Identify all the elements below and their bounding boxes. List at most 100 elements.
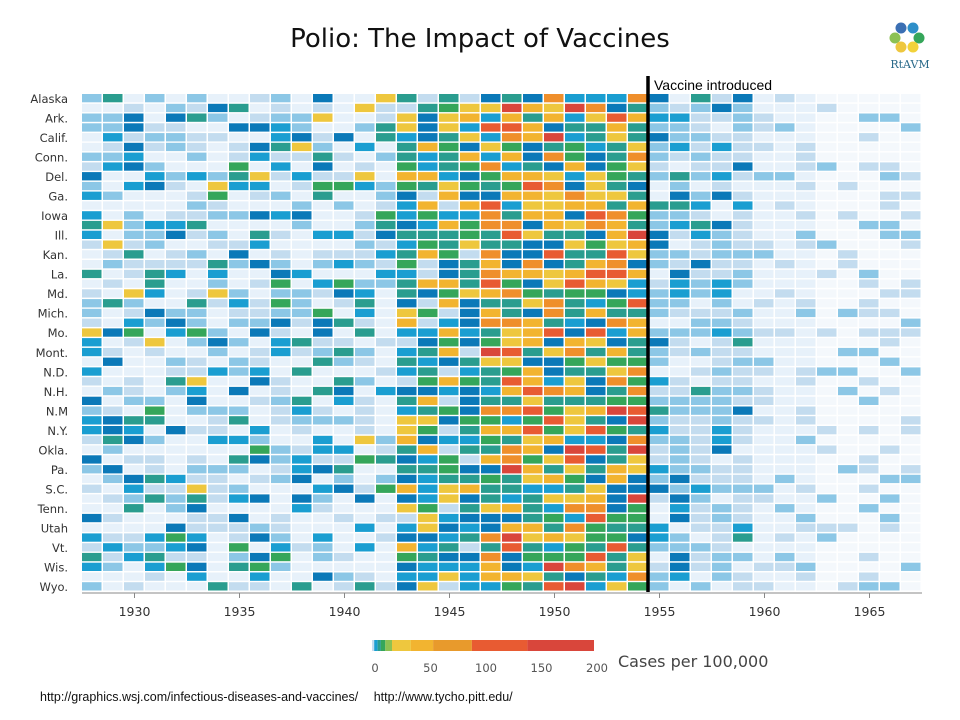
source-link-tycho[interactable]: http://www.tycho.pitt.edu/ — [373, 690, 513, 704]
heatmap-cell — [313, 191, 333, 200]
heatmap-cell — [292, 572, 312, 581]
heatmap-cell — [271, 543, 291, 552]
heatmap-cell — [775, 279, 795, 288]
heatmap-cell — [439, 357, 459, 366]
heatmap-cell — [208, 582, 228, 591]
heatmap-cell — [187, 367, 207, 376]
heatmap-cell — [817, 465, 837, 474]
heatmap-cell — [775, 230, 795, 239]
heatmap-cell — [859, 445, 879, 454]
heatmap-cell — [565, 299, 585, 308]
heatmap-cell — [376, 220, 396, 230]
heatmap-cell — [439, 367, 459, 376]
heatmap-cell — [796, 113, 816, 122]
heatmap-cell — [481, 250, 501, 259]
heatmap-cell — [628, 181, 648, 191]
heatmap-cell — [229, 211, 249, 220]
heatmap-cell — [334, 318, 354, 327]
heatmap-cell — [838, 474, 858, 484]
heatmap-cell — [796, 318, 816, 327]
heatmap-cell — [901, 474, 921, 484]
heatmap-cell — [439, 240, 459, 249]
chart-title: Polio: The Impact of Vaccines — [290, 24, 670, 54]
heatmap-cell — [859, 396, 879, 405]
heatmap-cell — [250, 582, 270, 591]
heatmap-cell — [145, 279, 165, 288]
heatmap-cell — [733, 191, 753, 200]
heatmap-cell — [397, 572, 417, 581]
rtavm-logo-icon — [889, 22, 925, 53]
heatmap-cell — [397, 562, 417, 571]
heatmap-cell — [208, 474, 228, 484]
heatmap-cell — [208, 455, 228, 464]
heatmap-cell — [313, 172, 333, 181]
x-tick-label: 1960 — [749, 604, 781, 619]
heatmap-cell — [544, 406, 564, 415]
heatmap-cell — [355, 260, 375, 269]
heatmap-cell — [565, 357, 585, 366]
heatmap-cell — [334, 582, 354, 591]
heatmap-cell — [880, 240, 900, 249]
heatmap-cell — [733, 484, 753, 493]
heatmap-cell — [397, 133, 417, 142]
heatmap-cell — [124, 113, 144, 122]
heatmap-cell — [145, 426, 165, 435]
heatmap-cell — [397, 230, 417, 239]
heatmap-cell — [271, 426, 291, 435]
heatmap-cell — [670, 504, 690, 513]
heatmap-cell — [502, 191, 522, 200]
heatmap-cell — [418, 181, 438, 191]
heatmap-cell — [229, 416, 249, 425]
heatmap-cell — [775, 250, 795, 259]
heatmap-cell — [481, 328, 501, 337]
heatmap-cell — [250, 435, 270, 445]
heatmap-cell — [649, 113, 669, 122]
heatmap-cell — [334, 338, 354, 347]
heatmap-cell — [523, 201, 543, 210]
heatmap-cell — [712, 562, 732, 571]
heatmap-cell — [733, 152, 753, 161]
heatmap-cell — [712, 406, 732, 415]
heatmap-cell — [145, 377, 165, 386]
heatmap-cell — [607, 533, 627, 542]
heatmap-cell — [607, 552, 627, 562]
heatmap-cell — [250, 230, 270, 239]
heatmap-cell — [376, 142, 396, 152]
heatmap-cell — [271, 181, 291, 191]
heatmap-cell — [481, 240, 501, 249]
heatmap-cell — [649, 103, 669, 113]
heatmap-cell — [271, 191, 291, 200]
heatmap-cell — [838, 201, 858, 210]
heatmap-cell — [124, 123, 144, 132]
heatmap-cell — [712, 435, 732, 445]
heatmap-cell — [166, 230, 186, 239]
heatmap-cell — [460, 377, 480, 386]
heatmap-cell — [838, 445, 858, 454]
heatmap-cell — [712, 426, 732, 435]
heatmap-cell — [397, 260, 417, 269]
heatmap-cell — [208, 396, 228, 405]
legend-swatch — [471, 640, 528, 651]
heatmap-cell — [229, 562, 249, 571]
source-link-wsj[interactable]: http://graphics.wsj.com/infectious-disea… — [40, 690, 359, 704]
heatmap-cell — [376, 523, 396, 532]
heatmap-cell — [439, 435, 459, 445]
heatmap-cell — [691, 308, 711, 318]
heatmap-cell — [859, 386, 879, 396]
heatmap-cell — [82, 240, 102, 249]
heatmap-cell — [334, 572, 354, 581]
heatmap-cell — [124, 474, 144, 484]
heatmap-cell — [103, 562, 123, 571]
heatmap-cell — [229, 582, 249, 591]
heatmap-cell — [628, 484, 648, 493]
heatmap-cell — [607, 445, 627, 454]
heatmap-cell — [670, 299, 690, 308]
heatmap-cell — [376, 338, 396, 347]
heatmap-cell — [712, 318, 732, 327]
heatmap-cell — [649, 562, 669, 571]
heatmap-cell — [502, 328, 522, 337]
heatmap-cell — [313, 455, 333, 464]
heatmap-cell — [838, 318, 858, 327]
heatmap-cell — [145, 552, 165, 562]
heatmap-cell — [82, 377, 102, 386]
